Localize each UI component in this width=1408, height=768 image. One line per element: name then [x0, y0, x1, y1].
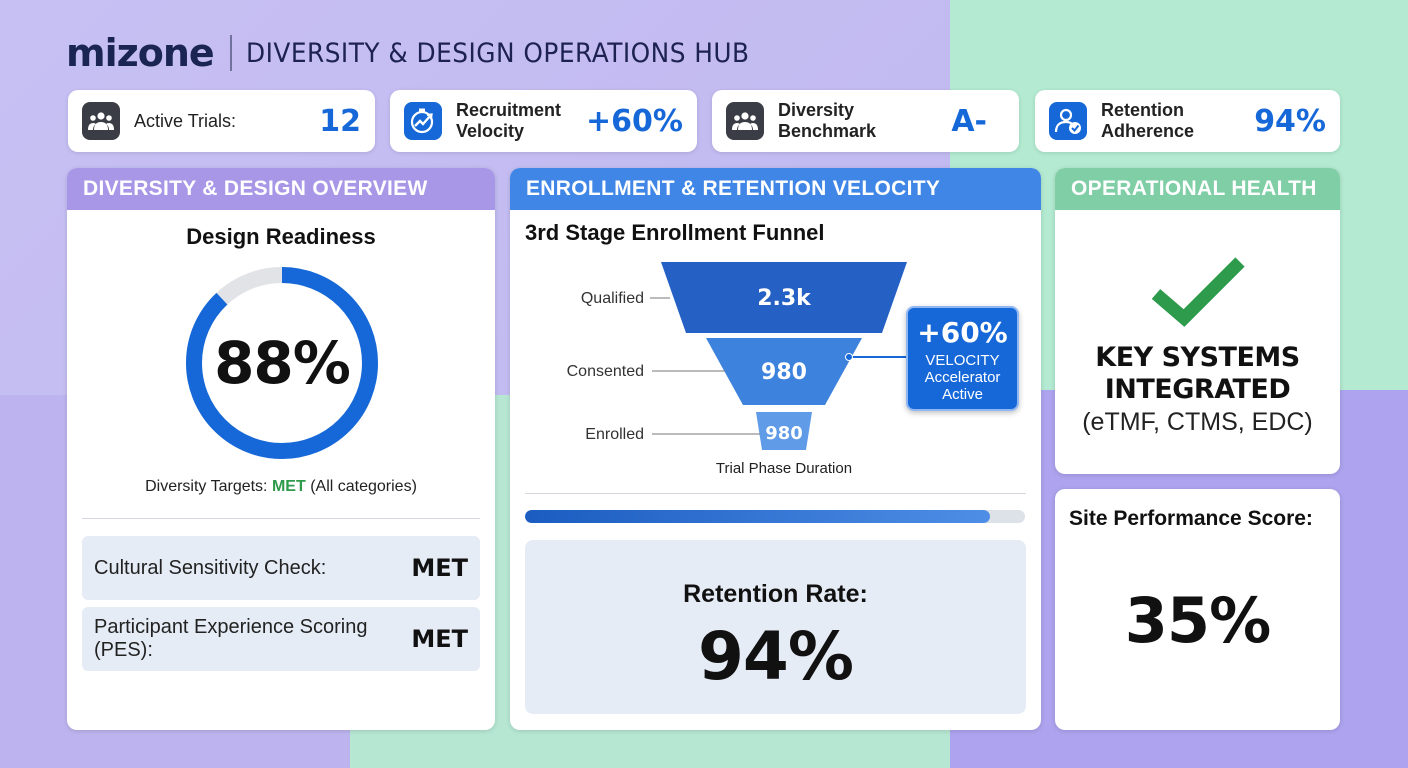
kpi-card-active-trials[interactable]: Active Trials: 12: [68, 90, 375, 152]
check-label: Cultural Sensitivity Check:: [94, 556, 327, 579]
funnel-label-qualified: Qualified: [581, 290, 644, 307]
retention-rate-value: 94%: [698, 618, 854, 695]
diversity-targets-status: Diversity Targets: MET (All categories): [67, 478, 495, 496]
enrollment-retention-velocity-panel: ENROLLMENT & RETENTION VELOCITY 3rd Stag…: [510, 168, 1041, 730]
systems-line: INTEGRATED: [1104, 374, 1291, 405]
callout-line: Active: [942, 386, 983, 403]
operational-health-panel: OPERATIONAL HEALTH KEY SYSTEMS INTEGRATE…: [1055, 168, 1340, 474]
funnel-value-consented: 980: [761, 360, 807, 385]
user-check-icon: [1049, 102, 1087, 140]
site-performance-card[interactable]: Site Performance Score: 35%: [1055, 489, 1340, 730]
gauge-fill: [186, 267, 378, 459]
kpi-label: Retention Adherence: [1101, 100, 1254, 142]
kpi-card-retention-adherence[interactable]: Retention Adherence 94%: [1035, 90, 1340, 152]
callout-text: VELOCITY Accelerator Active: [908, 352, 1017, 403]
targets-suffix: (All categories): [310, 478, 417, 495]
funnel-stage-consented[interactable]: [706, 338, 862, 405]
velocity-accelerator-callout[interactable]: +60% VELOCITY Accelerator Active: [906, 306, 1019, 411]
design-readiness-gauge: [186, 267, 378, 459]
targets-status: MET: [271, 478, 306, 495]
section-divider: [82, 518, 480, 519]
kpi-label-text: Recruitment Velocity: [456, 100, 562, 141]
kpi-value: +60%: [586, 103, 683, 139]
kpi-value: 94%: [1254, 103, 1326, 139]
funnel-label-consented: Consented: [567, 363, 644, 380]
kpi-label: Active Trials:: [134, 110, 237, 131]
people-icon: [726, 102, 764, 140]
key-systems-status: KEY SYSTEMS INTEGRATED: [1055, 342, 1340, 406]
site-performance-value: 35%: [1124, 584, 1271, 657]
kpi-value: A-: [951, 103, 987, 139]
enrollment-funnel-chart: Qualified Consented Enrolled 2.3k 980 98…: [567, 262, 907, 450]
design-readiness-title: Design Readiness: [186, 224, 376, 249]
retention-rate-card[interactable]: Retention Rate: 94%: [525, 540, 1026, 714]
funnel-value-enrolled: 980: [765, 423, 803, 444]
systems-line: KEY SYSTEMS: [1095, 342, 1300, 373]
funnel-stage-qualified[interactable]: [661, 262, 907, 333]
checkmark-icon: [1151, 257, 1245, 327]
stopwatch-trend-icon: [404, 102, 442, 140]
funnel-title: 3rd Stage Enrollment Funnel: [525, 220, 825, 245]
kpi-label: Diversity Benchmark: [778, 100, 951, 142]
kpi-value: 12: [319, 103, 361, 139]
retention-rate-label: Retention Rate:: [683, 580, 868, 608]
people-icon: [82, 102, 120, 140]
check-label: Participant Experience Scoring (PES):: [94, 616, 368, 661]
site-performance-label: Site Performance Score:: [1069, 507, 1313, 530]
brand-logo[interactable]: mizone: [66, 31, 215, 75]
kpi-card-diversity-benchmark[interactable]: Diversity Benchmark A-: [712, 90, 1019, 152]
panel-header: ENROLLMENT & RETENTION VELOCITY: [510, 168, 1041, 210]
trial-phase-duration-label: Trial Phase Duration: [715, 460, 853, 477]
callout-value: +60%: [917, 316, 1008, 349]
check-value: MET: [411, 625, 468, 653]
kpi-label-text: Diversity Benchmark: [778, 100, 877, 141]
check-row-cultural-sensitivity[interactable]: Cultural Sensitivity Check: MET: [82, 536, 480, 600]
progress-fill: [525, 510, 990, 523]
panel-header: OPERATIONAL HEALTH: [1055, 168, 1340, 210]
kpi-label: Recruitment Velocity: [456, 100, 586, 142]
kpi-label-text: Retention Adherence: [1101, 100, 1195, 141]
callout-connector: [850, 356, 908, 358]
header-divider: [229, 35, 232, 71]
section-divider: [525, 493, 1026, 494]
diversity-design-overview-panel: DIVERSITY & DESIGN OVERVIEW Design Readi…: [67, 168, 495, 730]
callout-line: Accelerator: [924, 369, 1001, 386]
kpi-card-recruitment-velocity[interactable]: Recruitment Velocity +60%: [390, 90, 697, 152]
check-row-participant-experience[interactable]: Participant Experience Scoring (PES): ME…: [82, 607, 480, 671]
systems-list: (eTMF, CTMS, EDC): [1082, 408, 1313, 436]
trial-phase-progress-bar: [525, 510, 1025, 523]
targets-prefix: Diversity Targets:: [145, 478, 268, 495]
panel-header: DIVERSITY & DESIGN OVERVIEW: [67, 168, 495, 210]
callout-anchor-dot: [845, 353, 853, 361]
funnel-label-enrolled: Enrolled: [585, 426, 644, 443]
callout-line: VELOCITY: [925, 352, 1000, 369]
funnel-stage-enrolled[interactable]: [756, 412, 812, 450]
design-readiness-value: 88%: [214, 329, 351, 397]
page-title: DIVERSITY & DESIGN OPERATIONS HUB: [245, 37, 750, 69]
funnel-value-qualified: 2.3k: [757, 286, 812, 311]
page-header: mizone DIVERSITY & DESIGN OPERATIONS HUB: [66, 30, 793, 76]
check-value: MET: [411, 554, 468, 582]
